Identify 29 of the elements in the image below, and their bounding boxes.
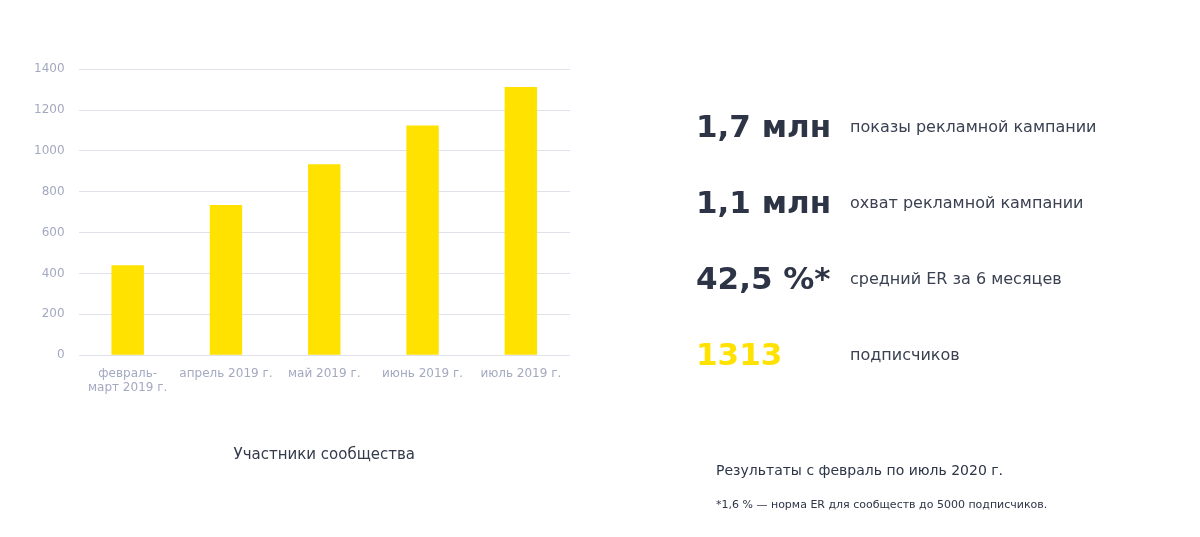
text: средний ER за 6 месяцев <box>850 268 1062 288</box>
y-tick-label: 400 <box>41 265 65 280</box>
text: показы рекламной кампании <box>850 116 1097 136</box>
x-tick-label: июль 2019 г. <box>480 365 562 380</box>
text: Результаты с февраль по июль 2020 г. <box>716 462 1004 478</box>
text: охват рекламной кампании <box>850 192 1084 212</box>
y-tick-label: 1400 <box>33 61 65 76</box>
y-tick-label: 1000 <box>33 143 65 158</box>
bar <box>504 86 538 355</box>
y-tick-label: 200 <box>41 306 65 321</box>
text: 1313 <box>696 336 784 372</box>
x-tick-label: июнь 2019 г. <box>382 365 464 380</box>
text: 42,5 %* <box>696 260 832 296</box>
text: подписчиков <box>850 344 960 364</box>
text: 1,1 млн <box>696 184 833 220</box>
x-tick-label: май 2019 г. <box>288 365 361 380</box>
bar <box>209 205 243 355</box>
bar <box>406 125 439 355</box>
y-tick-label: 0 <box>56 347 65 362</box>
x-axis-title: Участники сообщества <box>233 444 416 463</box>
text: *1,6 % — норма ER для сообществ до 5000 подписчиков. <box>716 498 1048 511</box>
bar <box>308 164 341 355</box>
y-tick-label: 600 <box>41 224 65 239</box>
x-tick-label: февраль-март 2019 г. <box>88 365 168 394</box>
y-tick-label: 1200 <box>33 102 65 117</box>
text: 1,7 млн <box>696 108 833 144</box>
y-tick-label: 800 <box>41 183 65 198</box>
bar <box>111 265 144 355</box>
x-tick-label: апрель 2019 г. <box>179 365 273 380</box>
